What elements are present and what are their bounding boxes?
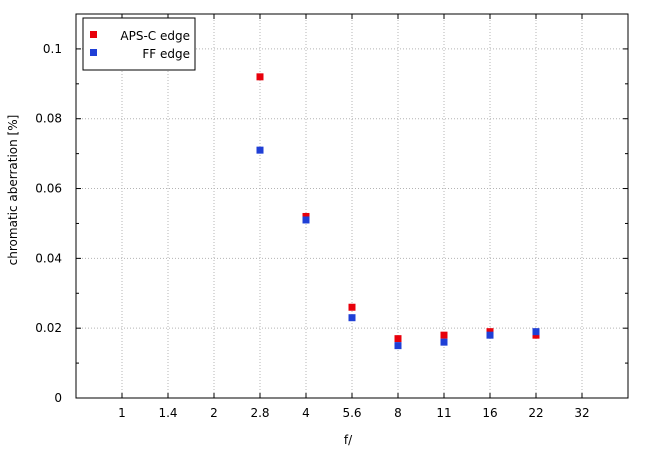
data-point-ff bbox=[440, 338, 448, 346]
x-tick-label: 2.8 bbox=[250, 406, 269, 420]
legend-label-ff: FF edge bbox=[142, 47, 190, 61]
data-point-ff bbox=[486, 331, 494, 339]
legend-label-aps-c: APS-C edge bbox=[120, 29, 190, 43]
y-tick-label: 0.02 bbox=[35, 321, 62, 335]
y-axis-label: chromatic aberration [%] bbox=[6, 115, 20, 266]
x-tick-label: 8 bbox=[394, 406, 402, 420]
y-tick-label: 0.1 bbox=[43, 42, 62, 56]
data-point-aps-c bbox=[348, 303, 356, 311]
legend-box bbox=[82, 17, 196, 71]
data-point-ff bbox=[302, 216, 310, 224]
y-tick-label: 0.06 bbox=[35, 182, 62, 196]
data-point-aps-c bbox=[394, 335, 402, 343]
y-tick-label: 0.04 bbox=[35, 251, 62, 265]
x-tick-label: 22 bbox=[528, 406, 543, 420]
y-tick-label: 0 bbox=[54, 391, 62, 405]
x-tick-label: 4 bbox=[302, 406, 310, 420]
x-tick-label: 1.4 bbox=[158, 406, 177, 420]
x-tick-label: 32 bbox=[574, 406, 589, 420]
data-point-ff bbox=[256, 146, 264, 154]
gridlines bbox=[76, 14, 628, 398]
data-point-ff bbox=[532, 328, 540, 336]
data-point-ff bbox=[348, 314, 356, 322]
data-points bbox=[256, 73, 540, 350]
x-tick-label: 11 bbox=[436, 406, 451, 420]
x-axis-label: f/ bbox=[344, 433, 353, 447]
legend: APS-C edge FF edge bbox=[82, 17, 196, 71]
data-point-aps-c bbox=[256, 73, 264, 81]
y-tick-labels: 0 0.02 0.04 0.06 0.08 0.1 bbox=[35, 42, 62, 405]
x-tick-label: 5.6 bbox=[342, 406, 361, 420]
x-tick-label: 1 bbox=[118, 406, 126, 420]
x-tick-labels: 1 1.4 2 2.8 4 5.6 8 11 16 22 32 bbox=[118, 406, 589, 420]
x-tick-label: 16 bbox=[482, 406, 497, 420]
data-point-ff bbox=[394, 342, 402, 350]
data-point-aps-c bbox=[440, 331, 448, 339]
legend-swatch-aps-c bbox=[90, 31, 97, 38]
legend-swatch-ff bbox=[90, 49, 97, 56]
y-tick-label: 0.08 bbox=[35, 112, 62, 126]
x-tick-label: 2 bbox=[210, 406, 218, 420]
